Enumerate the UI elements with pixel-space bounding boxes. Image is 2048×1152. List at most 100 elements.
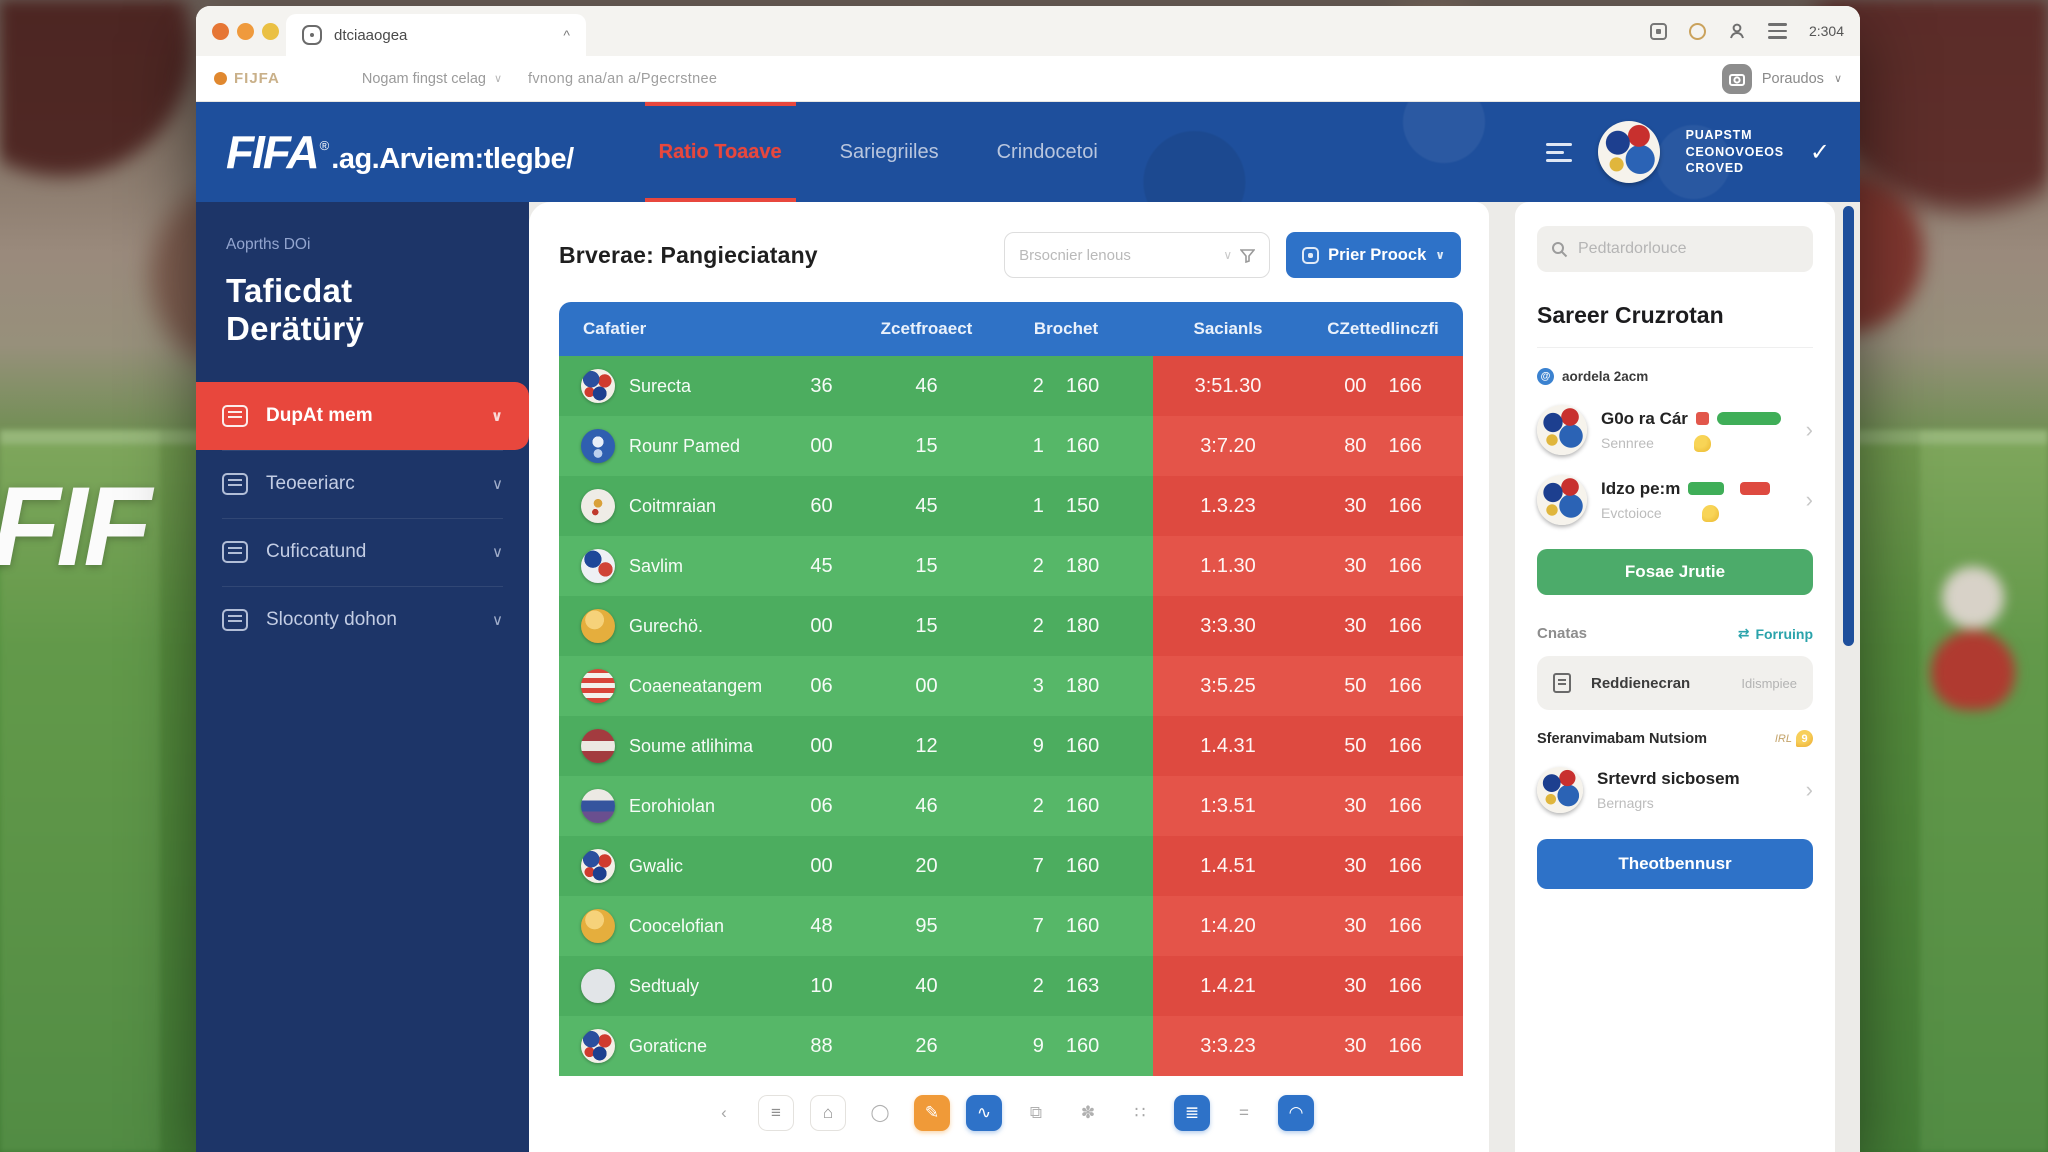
toolbar-button[interactable]: ◠ <box>1278 1095 1314 1131</box>
toolbar-button[interactable]: ⌂ <box>810 1095 846 1131</box>
stat-value: 1 <box>1032 434 1044 457</box>
chats-section-header: Cnatas ⇄ Forruinp <box>1537 625 1813 642</box>
window-controls[interactable] <box>212 22 279 40</box>
team-crest-icon <box>581 729 615 763</box>
table-row[interactable]: Gwalic 00 20 7 160 1.4.51 <box>559 836 1463 896</box>
extensions-icon[interactable] <box>1649 22 1667 40</box>
column-header[interactable]: Sacianls <box>1193 319 1263 338</box>
table-row[interactable]: Goraticne 88 26 9 160 3:3.23 <box>559 1016 1463 1076</box>
table-row[interactable]: Coitmraian 60 45 1 150 1.3.23 <box>559 476 1463 536</box>
stat-value: 30 <box>1344 974 1367 997</box>
toolbar-button[interactable]: ✽ <box>1070 1095 1106 1131</box>
downloads-icon[interactable] <box>1688 22 1706 40</box>
panel-primary-button[interactable]: Theotbennusr <box>1537 839 1813 889</box>
toolbar-button[interactable]: ∷ <box>1122 1095 1158 1131</box>
nav-tab[interactable]: Ratio Toaave <box>644 102 796 202</box>
scrollbar-thumb[interactable] <box>1843 206 1854 646</box>
sidebar-item[interactable]: Sloconty dohon ∨ <box>196 586 529 654</box>
nav-tab[interactable]: Crindocetoi <box>997 102 1098 202</box>
panel-search-input[interactable]: Pedtardorlouce <box>1537 226 1813 272</box>
browser-tabstrip: dtciaaogea ^ 2:304 <box>196 6 1860 56</box>
stat-value: 30 <box>1344 614 1367 637</box>
document-icon <box>1553 673 1571 693</box>
stat-pair-cell: 30 166 <box>1303 536 1463 596</box>
toolbar-button[interactable]: ◯ <box>862 1095 898 1131</box>
profile-card[interactable]: Srtevrd sicbosem Bernagrs › <box>1537 767 1813 813</box>
column-header[interactable]: Zcetfroaect <box>880 319 973 338</box>
stat-value: 166 <box>1388 374 1422 397</box>
header-menu-icon[interactable] <box>1545 142 1572 162</box>
close-button[interactable] <box>212 22 229 40</box>
badge-text: IRL <box>1774 732 1792 745</box>
browser-profile[interactable]: Poraudos ∨ <box>1721 63 1842 94</box>
site-favicon: FIJFA <box>214 70 280 87</box>
stat-pair-cell: 9 160 <box>979 1016 1153 1076</box>
table-row[interactable]: Soume atlihima 00 12 9 160 1.4.31 <box>559 716 1463 776</box>
chats-link-label: Forruinp <box>1755 625 1813 642</box>
stat-pair-cell: 30 166 <box>1303 896 1463 956</box>
nav-tab[interactable]: Sariegriiles <box>840 102 939 202</box>
table-toolbar: ‹ ≡ ⌂ ◯ <box>559 1090 1461 1136</box>
toolbar-button[interactable]: ✎ <box>914 1095 950 1131</box>
player-card[interactable]: Idzo pe:m Evctoioce › <box>1537 475 1813 525</box>
chats-link[interactable]: ⇄ Forruinp <box>1738 625 1813 642</box>
toolbar-button[interactable]: ≡ <box>758 1095 794 1131</box>
table-row[interactable]: Rounr Pamed 00 15 1 160 3:7.20 <box>559 416 1463 476</box>
profile-name: Srtevrd sicbosem <box>1597 769 1740 788</box>
sidebar-item[interactable]: Cuficcatund ∨ <box>196 518 529 586</box>
stat-value: 160 <box>1065 434 1100 457</box>
table-row[interactable]: Coaeneatangem 06 00 3 180 3:5.25 <box>559 656 1463 716</box>
column-header[interactable]: Cafatier <box>583 319 647 338</box>
stat-value: 166 <box>1388 734 1422 757</box>
message-input-row[interactable]: Reddienecran Idismpiee <box>1537 656 1813 710</box>
coin-icon: 9 <box>1796 730 1813 747</box>
profile-subtitle: Bernagrs <box>1597 795 1654 811</box>
stat-cell: 26 <box>874 1016 979 1076</box>
table-row[interactable]: Savlim 45 15 2 180 1.1.30 <box>559 536 1463 596</box>
profile-icon[interactable] <box>1728 22 1746 40</box>
logo-suffix: .ag.Arviem:tlegbe/ <box>331 143 574 175</box>
toolbar-button[interactable]: ∿ <box>966 1095 1002 1131</box>
table-row[interactable]: Sedtualy 10 40 2 163 1.4.21 <box>559 956 1463 1016</box>
filter-icon[interactable] <box>1240 248 1256 263</box>
sidebar-item[interactable]: DupAt mem ∨ <box>196 382 529 450</box>
column-header[interactable]: Brochet <box>1033 319 1099 338</box>
table-row[interactable]: Surecta 36 46 2 160 3:51.30 <box>559 356 1463 416</box>
toolbar-button[interactable]: = <box>1226 1095 1262 1131</box>
table-row[interactable]: Gurechö. 00 15 2 180 3:3.30 <box>559 596 1463 656</box>
follow-button[interactable]: Fosae Jrutie <box>1537 549 1813 595</box>
toolbar-button[interactable]: ≣ <box>1174 1095 1210 1131</box>
stat-cell: 20 <box>874 836 979 896</box>
player-card[interactable]: G0o ra Cár Sennree › <box>1537 405 1813 455</box>
stat-value: 166 <box>1388 614 1422 637</box>
maximize-button[interactable] <box>262 22 279 40</box>
panel-link[interactable]: @ aordela 2acm <box>1537 368 1813 385</box>
url-text[interactable]: fvnong ana/an a/Pgecrstnee <box>528 70 718 87</box>
sidebar-item[interactable]: Teoeeriarc ∨ <box>196 450 529 518</box>
bookmark-dropdown[interactable]: Nogam fingst celag ∨ <box>362 71 502 87</box>
stat-cell: 15 <box>874 536 979 596</box>
document-icon <box>222 609 248 631</box>
bookmark-icon: ⌂ <box>822 1103 834 1122</box>
browser-tab[interactable]: dtciaaogea ^ <box>286 14 586 56</box>
stat-cell: 00 <box>769 836 874 896</box>
nav-tab-label: Ratio Toaave <box>658 140 782 163</box>
toolbar-button[interactable]: ⧉ <box>1018 1095 1054 1131</box>
team-cell: Eorohiolan <box>559 776 769 836</box>
toolbar-button[interactable]: ‹ <box>706 1095 742 1131</box>
stat-value: 50 <box>1344 734 1367 757</box>
red-square-badge <box>1695 412 1709 425</box>
primary-action-button[interactable]: Prier Proock ∨ <box>1286 232 1461 278</box>
minimize-button[interactable] <box>237 22 254 40</box>
team-cell: Savlim <box>559 536 769 596</box>
tab-collapse-icon[interactable]: ^ <box>563 27 570 43</box>
table-search-input[interactable]: Brsocnier lenous ∨ <box>1004 232 1271 278</box>
wave-icon: ∿ <box>976 1103 992 1122</box>
app-logo[interactable]: FIFA ® .ag.Arviem:tlegbe/ <box>226 125 574 179</box>
table-row[interactable]: Coocelofian 48 95 7 160 1:4.20 <box>559 896 1463 956</box>
table-row[interactable]: Eorohiolan 06 46 2 160 1:3.51 <box>559 776 1463 836</box>
grid-icon <box>1302 246 1320 264</box>
menu-icon[interactable] <box>1767 23 1787 39</box>
column-header[interactable]: CZettedlinczfi <box>1327 319 1439 338</box>
